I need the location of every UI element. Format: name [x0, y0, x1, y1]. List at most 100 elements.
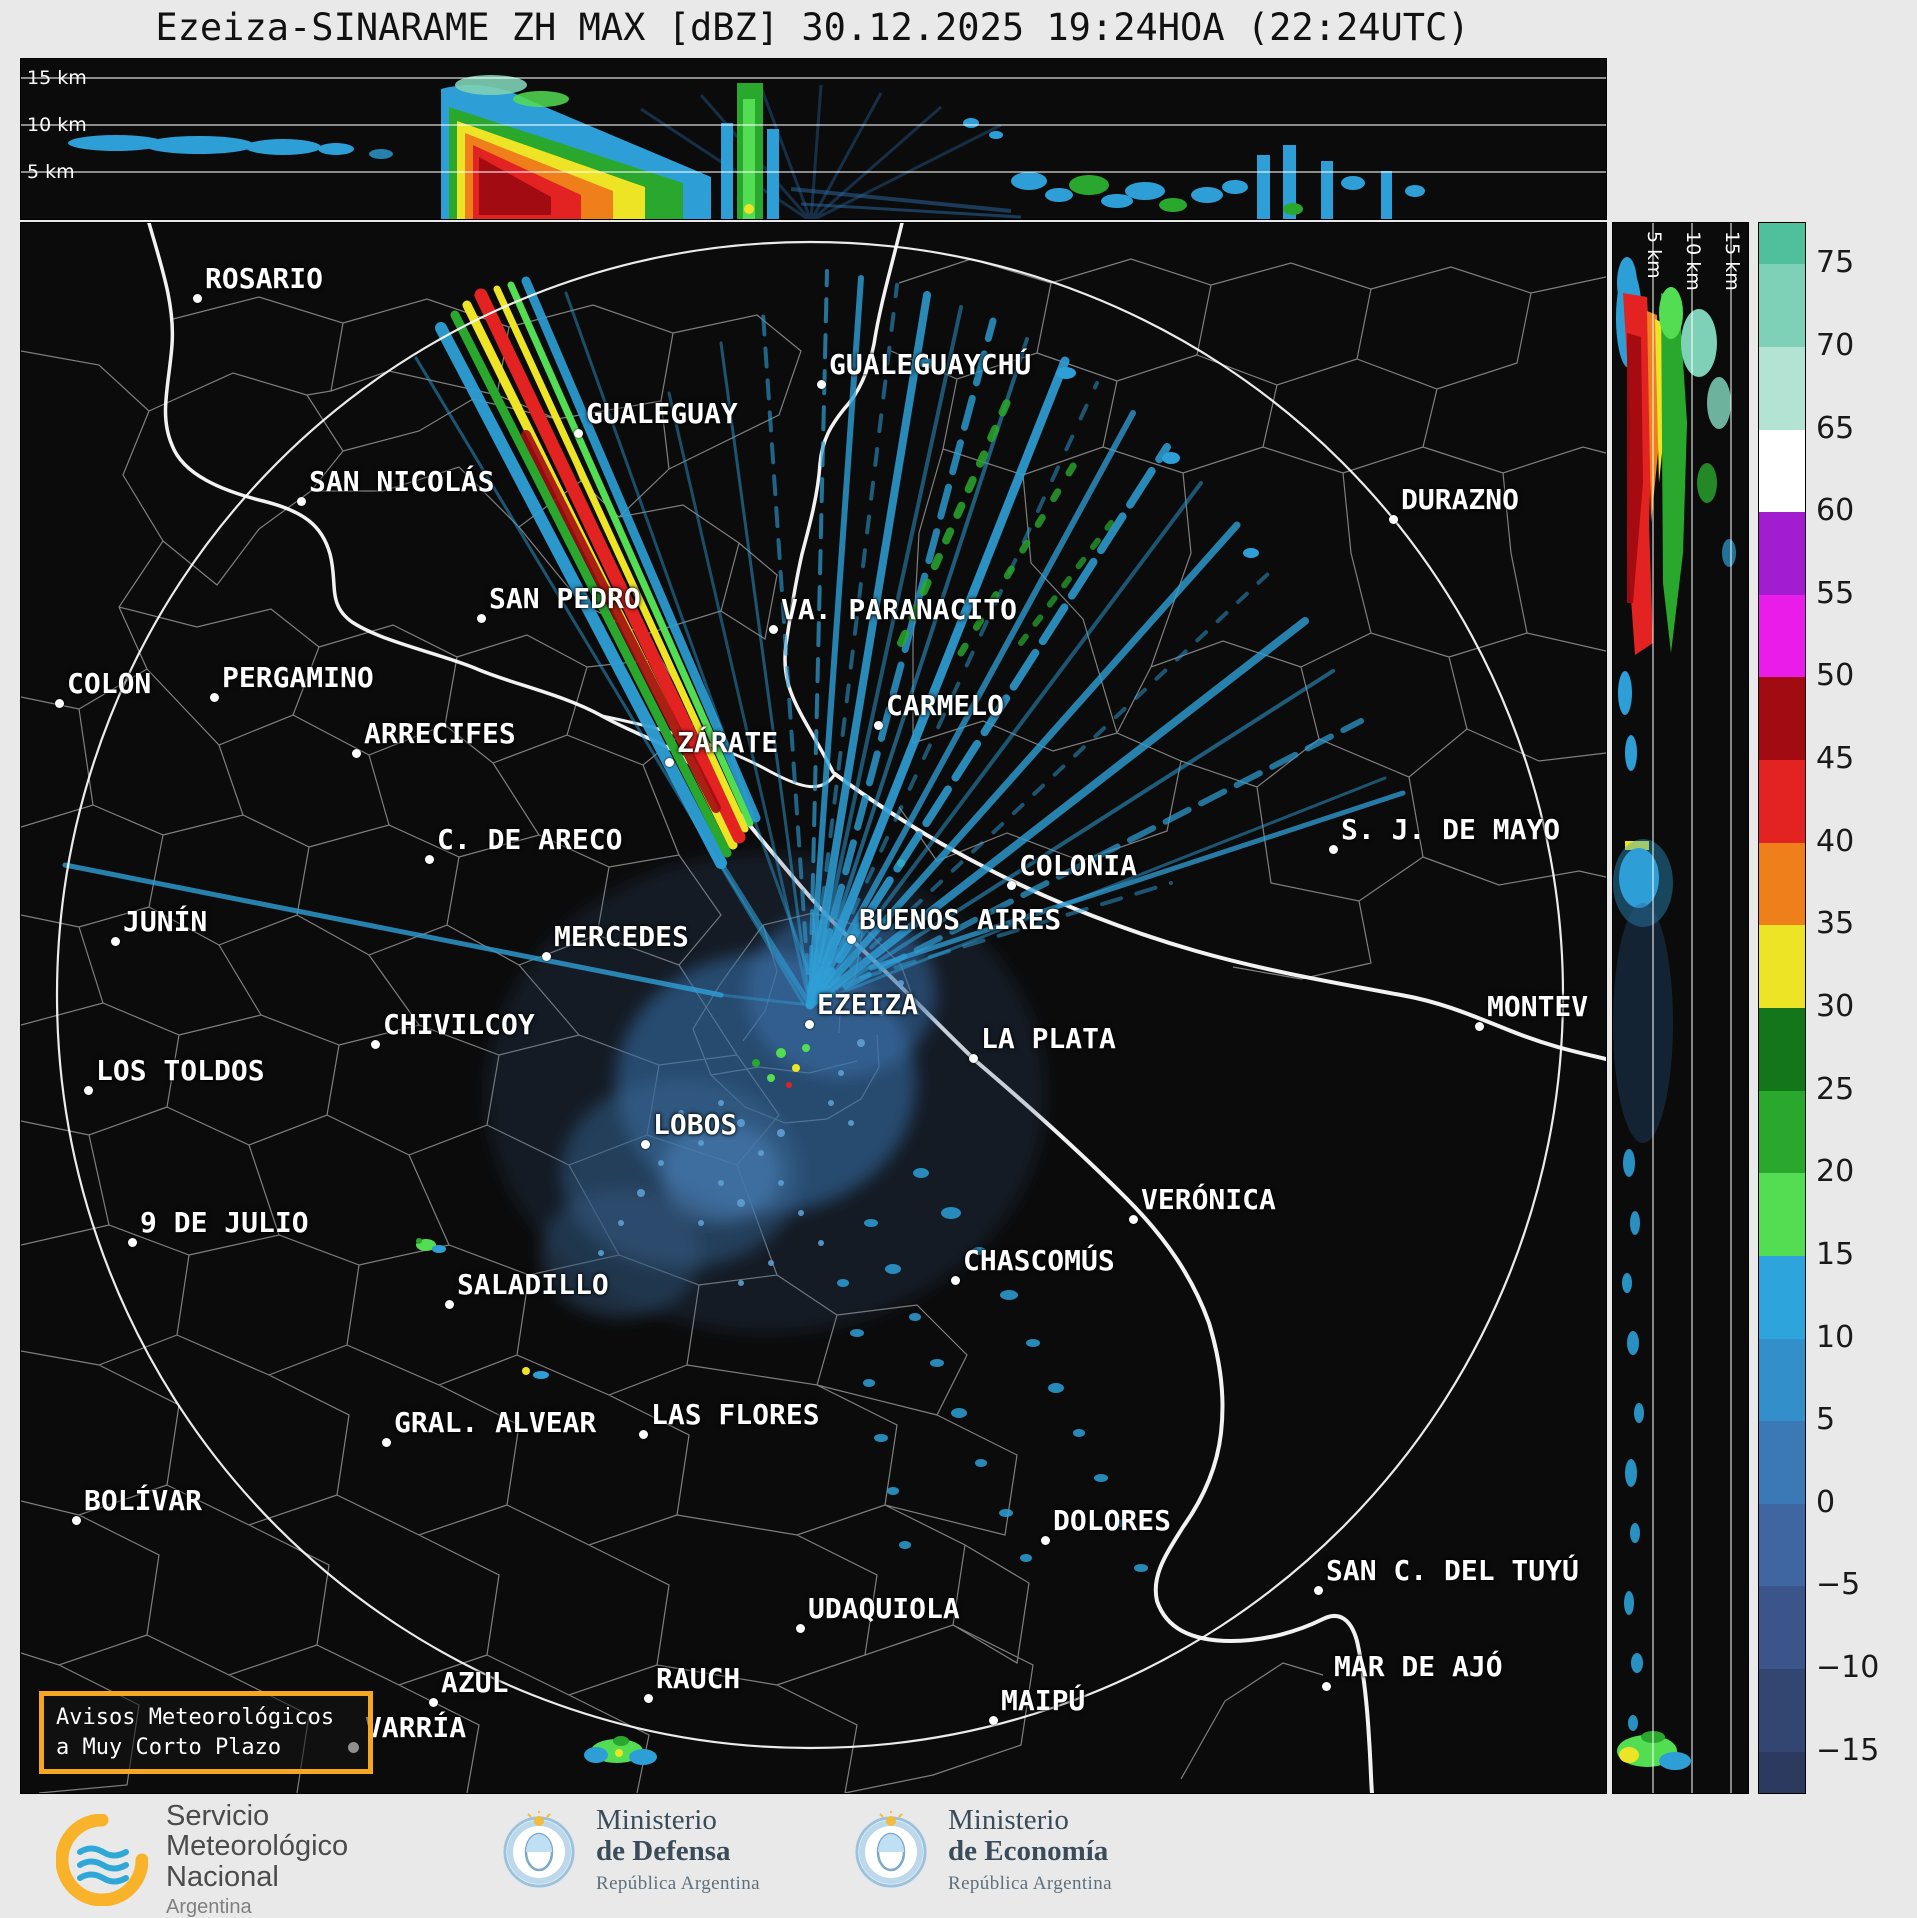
city-dot [805, 1020, 814, 1029]
page-title: Ezeiza-SINARAME ZH MAX [dBZ] 30.12.2025 … [155, 6, 1470, 49]
city-label: LA PLATA [981, 1022, 1116, 1055]
city-label: COLON [67, 667, 152, 700]
colorbar-segment [1759, 1669, 1805, 1753]
colorbar-segment [1759, 1255, 1805, 1340]
colorbar-tick-label: −15 [1816, 1732, 1880, 1768]
admin-boundaries [21, 258, 1606, 1793]
city-dot [84, 1086, 93, 1095]
ne-beam-fan [667, 269, 1387, 1010]
colorbar-tick-label: 15 [1816, 1236, 1855, 1272]
ne-beam-green-cells [897, 389, 1114, 657]
city-label: EZEIZA [817, 988, 919, 1021]
city-dot [574, 429, 583, 438]
colorbar-tick-label: 60 [1816, 493, 1855, 529]
altitude-label-15km: 15 km [27, 67, 87, 89]
footer: Servicio Meteorológico Nacional Argentin… [0, 1795, 1917, 1918]
ministry-defensa-wordmark: Ministerio de Defensa República Argentin… [596, 1804, 760, 1894]
city-label: S. J. DE MAYO [1341, 813, 1561, 846]
colorbar-tick-label: −5 [1816, 1567, 1861, 1603]
city-dot [477, 614, 486, 623]
altitude-label-5km: 5 km [27, 161, 75, 183]
radar-map-plot [21, 223, 1606, 1793]
city-dot [874, 721, 883, 730]
argentina-emblem-icon [855, 1810, 927, 1888]
city-dot [1389, 515, 1398, 524]
colorbar-tick-labels: 75 70 65 60 55 50 45 40 35 30 25 20 15 10 5 0 −5 −10 −15 [1816, 222, 1912, 1792]
colorbar-tick-label: 25 [1816, 1071, 1855, 1107]
city-label: 9 DE JULIO [140, 1206, 309, 1239]
colorbar-tick-label: 0 [1816, 1484, 1836, 1520]
argentina-emblem-icon [503, 1810, 575, 1888]
colorbar-segment [1759, 512, 1805, 596]
colorbar-tick-label: −10 [1816, 1650, 1880, 1686]
colorbar-tick-label: 10 [1816, 1319, 1855, 1355]
city-label: CARMELO [886, 689, 1005, 722]
top-profile-plot [21, 75, 1606, 219]
city-label: MONTEV [1487, 990, 1589, 1023]
ministry-line-2: de Defensa [596, 1835, 731, 1868]
city-label: PERGAMINO [222, 661, 374, 694]
colorbar-segment [1759, 1503, 1805, 1587]
range-circle [55, 240, 1565, 1750]
city-dot [969, 1054, 978, 1063]
city-label: SALADILLO [457, 1268, 609, 1301]
altitude-gridlines [21, 77, 1606, 173]
warning-line-2: a Muy Corto Plazo [56, 1734, 282, 1760]
city-dot [1007, 881, 1016, 890]
city-label: VARRÍA [365, 1711, 467, 1744]
city-dot [817, 380, 826, 389]
city-dot [665, 758, 674, 767]
colorbar-segment [1759, 1338, 1805, 1422]
city-dot [55, 699, 64, 708]
right-profile-panel: 5 km 10 km 15 km [1612, 222, 1749, 1794]
city-label: MAIPÚ [1001, 1684, 1086, 1717]
city-label: SAN C. DEL TUYÚ [1326, 1554, 1579, 1587]
city-label: SAN NICOLÁS [309, 465, 495, 498]
city-dot [951, 1276, 960, 1285]
colorbar-tick-label: 30 [1816, 989, 1855, 1024]
city-label: ARRECIFES [364, 717, 516, 750]
ministry-line-1: Ministerio [948, 1804, 1069, 1836]
se-scatter [837, 1168, 1148, 1572]
city-label: GRAL. ALVEAR [394, 1406, 597, 1439]
right-profile-plot [1613, 223, 1736, 1793]
colorbar-tick-label: 55 [1816, 575, 1855, 611]
altitude-gridlines-vertical [1652, 223, 1732, 1793]
radar-echoes [62, 269, 1406, 1765]
city-dot [72, 1516, 81, 1525]
colorbar-segment [1759, 1421, 1805, 1505]
smn-logo-icon [56, 1813, 148, 1906]
city-label: BUENOS AIRES [859, 903, 1062, 936]
colorbar-segment [1759, 1751, 1805, 1794]
colorbar-segment [1759, 1173, 1805, 1257]
city-label: CHIVILCOY [383, 1008, 535, 1041]
city-label: DURAZNO [1401, 483, 1520, 516]
ew-beams [62, 790, 1406, 1007]
ministry-economia-block: Ministerio de Economía República Argenti… [852, 1804, 1112, 1894]
city-dot [445, 1300, 454, 1309]
city-dot [425, 855, 434, 864]
colorbar-tick-label: 75 [1816, 245, 1855, 281]
city-label: VA. PARANACITO [781, 593, 1018, 626]
colorbar-segment [1759, 925, 1805, 1009]
ministry-line-1: Ministerio [596, 1804, 717, 1836]
city-dot [371, 1040, 380, 1049]
city-label: BOLÍVAR [84, 1484, 203, 1517]
city-label: MAR DE AJÓ [1334, 1650, 1503, 1683]
colorbar-segment [1759, 1090, 1805, 1174]
city-label: UDAQUIOLA [808, 1592, 960, 1625]
city-dot [352, 749, 361, 758]
colorbar-segment [1759, 760, 1805, 844]
altitude-label-15km-v: 15 km [1721, 231, 1743, 291]
ministry-sub: República Argentina [596, 1872, 760, 1894]
colorbar-segment [1759, 1586, 1805, 1670]
colorbar-segment [1759, 594, 1805, 678]
city-dot [796, 1624, 805, 1633]
city-dot [1314, 1586, 1323, 1595]
smn-country: Argentina [166, 1896, 252, 1918]
map-panel: ROSARIO GUALEGUAYCHÚ GUALEGUAY SAN NICOLÁS S… [20, 222, 1607, 1794]
nw-storm-beam [414, 276, 821, 1008]
right-profile-echoes [1613, 257, 1736, 1770]
altitude-label-5km-v: 5 km [1643, 231, 1665, 279]
